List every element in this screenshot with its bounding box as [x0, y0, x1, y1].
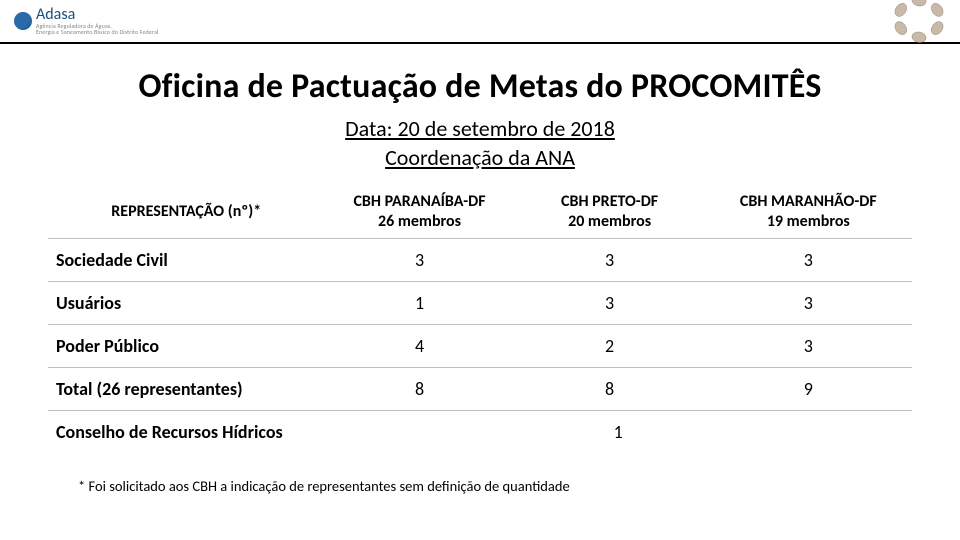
cell: 3 [515, 282, 705, 325]
subtitle-line1: Data: 20 de setembro de 2018 [345, 115, 615, 142]
header-bar: Adasa Agência Reguladora de Águas, Energ… [0, 0, 960, 44]
logo-name: Adasa [36, 7, 158, 23]
logo: Adasa Agência Reguladora de Águas, Energ… [14, 7, 158, 35]
row-label: Sociedade Civil [48, 239, 324, 282]
row-label: Conselho de Recursos Hídricos [48, 411, 324, 454]
col-header-representacao: REPRESENTAÇÃO (nº)* [48, 186, 324, 239]
col-header-maranhao: CBH MARANHÃO-DF 19 membros [705, 186, 912, 239]
footnote: * Foi solicitado aos CBH a indicação de … [78, 477, 960, 495]
row-label: Usuários [48, 282, 324, 325]
subtitle-line2: Coordenação da ANA [385, 144, 575, 171]
cell: 8 [324, 368, 514, 411]
logo-sub2: Energia e Saneamento Básico do Distrito … [36, 29, 158, 35]
cell: 3 [515, 239, 705, 282]
cell: 1 [324, 282, 514, 325]
table-row-conselho: Conselho de Recursos Hídricos 1 [48, 411, 912, 454]
cell: 3 [324, 239, 514, 282]
representation-table: REPRESENTAÇÃO (nº)* CBH PARANAÍBA-DF 26 … [48, 186, 912, 453]
table-row: Poder Público 4 2 3 [48, 325, 912, 368]
table-row: Usuários 1 3 3 [48, 282, 912, 325]
col-header-preto: CBH PRETO-DF 20 membros [515, 186, 705, 239]
table-row: Sociedade Civil 3 3 3 [48, 239, 912, 282]
cell: 9 [705, 368, 912, 411]
logo-mark-icon [14, 12, 32, 30]
table-row-total: Total (26 representantes) 8 8 9 [48, 368, 912, 411]
cell: 3 [705, 325, 912, 368]
col-header-paranaiba: CBH PARANAÍBA-DF 26 membros [324, 186, 514, 239]
hands-circle-icon [884, 0, 954, 45]
row-label: Total (26 representantes) [48, 368, 324, 411]
cell: 3 [705, 282, 912, 325]
cell: 2 [515, 325, 705, 368]
cell: 8 [515, 368, 705, 411]
cell: 4 [324, 325, 514, 368]
logo-text: Adasa Agência Reguladora de Águas, Energ… [36, 7, 158, 35]
subtitle: Data: 20 de setembro de 2018 Coordenação… [0, 115, 960, 172]
table-header-row: REPRESENTAÇÃO (nº)* CBH PARANAÍBA-DF 26 … [48, 186, 912, 239]
row-label: Poder Público [48, 325, 324, 368]
merged-cell: 1 [324, 411, 912, 454]
cell: 3 [705, 239, 912, 282]
page-title: Oficina de Pactuação de Metas do PROCOMI… [0, 66, 960, 107]
